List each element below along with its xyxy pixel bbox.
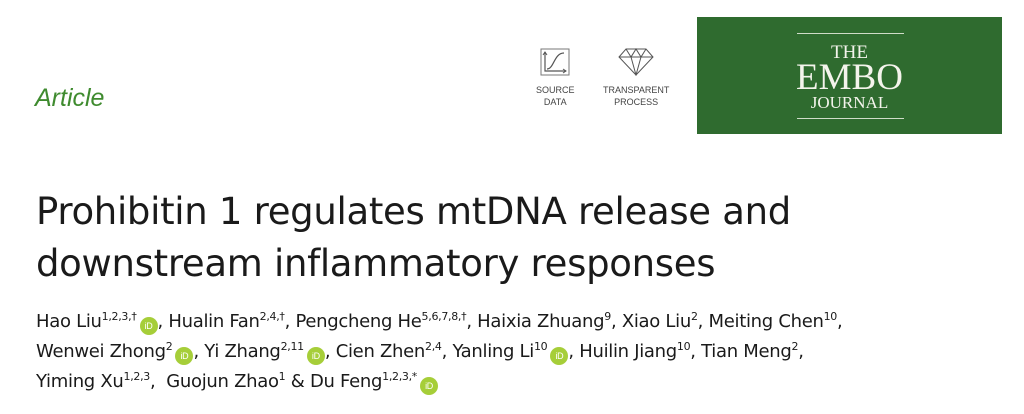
- orcid-icon[interactable]: iD: [139, 317, 158, 335]
- source-data-chart-icon: [540, 48, 570, 76]
- author-list: Hao Liu1,2,3,†iD, Hualin Fan2,4,†, Pengc…: [36, 307, 843, 397]
- author-affiliation: 2: [791, 340, 799, 353]
- author-name[interactable]: Wenwei Zhong: [36, 341, 166, 362]
- author-affiliation: 2: [165, 340, 173, 353]
- author-separator: ,: [157, 311, 169, 332]
- orcid-icon[interactable]: iD: [420, 377, 439, 395]
- author-name[interactable]: Yi Zhang: [204, 341, 281, 362]
- author-name[interactable]: Guojun Zhao: [166, 371, 279, 392]
- author-separator: &: [285, 371, 310, 392]
- author-separator: ,: [697, 311, 709, 332]
- author-affiliation: 9: [604, 310, 611, 323]
- author-name[interactable]: Yiming Xu: [36, 371, 124, 392]
- logo-top-rule: [797, 33, 904, 34]
- logo-bottom-rule: [797, 118, 904, 119]
- transparent-process-badge[interactable]: TRANSPARENT PROCESS: [603, 48, 669, 108]
- journal-logo: THE EMBO JOURNAL: [697, 17, 1002, 134]
- author-affiliation: 2,4: [425, 340, 442, 353]
- author-affiliation: 1,2,3: [123, 370, 151, 383]
- author-separator: ,: [466, 311, 478, 332]
- transparent-process-line1: TRANSPARENT: [603, 85, 670, 95]
- author-affiliation: 10: [676, 340, 691, 353]
- author-separator: ,: [150, 371, 167, 392]
- author-separator: ,: [690, 341, 702, 362]
- orcid-icon[interactable]: iD: [306, 347, 325, 365]
- author-line: Wenwei Zhong2iD, Yi Zhang2,11iD, Cien Zh…: [36, 337, 842, 367]
- author-affiliation: 2: [690, 310, 698, 323]
- paper-title: Prohibitin 1 regulates mtDNA release and…: [36, 186, 791, 290]
- author-affiliation: 10: [533, 340, 548, 353]
- author-name[interactable]: Xiao Liu: [621, 311, 691, 332]
- transparent-process-line2: PROCESS: [614, 97, 659, 107]
- author-affiliation: 1: [278, 370, 286, 383]
- author-name[interactable]: Yanling Li: [452, 341, 534, 362]
- author-separator: ,: [193, 341, 205, 362]
- title-line-2: downstream inflammatory responses: [36, 242, 716, 285]
- author-affiliation: 2,4,†: [259, 310, 285, 323]
- source-data-line2: DATA: [543, 97, 567, 107]
- author-separator: ,: [284, 311, 296, 332]
- author-affiliation: 1,2,3,†: [101, 310, 137, 323]
- title-line-1: Prohibitin 1 regulates mtDNA release and: [36, 190, 791, 233]
- orcid-icon[interactable]: iD: [550, 347, 569, 365]
- author-affiliation: 1,2,3,*: [382, 370, 418, 383]
- article-type-label: Article: [35, 84, 105, 112]
- diamond-icon: [618, 48, 654, 76]
- source-data-line1: SOURCE: [536, 85, 575, 95]
- logo-the: THE: [831, 42, 868, 63]
- author-name[interactable]: Hao Liu: [36, 311, 102, 332]
- author-affiliation: 5,6,7,8,†: [421, 310, 467, 323]
- logo-embo: EMBO: [796, 57, 903, 98]
- author-name[interactable]: Cien Zhen: [335, 341, 426, 362]
- author-separator: ,: [568, 341, 580, 362]
- author-affiliation: 2,11: [280, 340, 305, 353]
- author-name[interactable]: Haixia Zhuang: [477, 311, 605, 332]
- author-separator: ,: [324, 341, 336, 362]
- author-separator: ,: [441, 341, 453, 362]
- author-name[interactable]: Huilin Jiang: [579, 341, 677, 362]
- author-separator: ,: [610, 311, 622, 332]
- author-separator: ,: [798, 341, 804, 362]
- author-name[interactable]: Hualin Fan: [168, 311, 260, 332]
- source-data-badge[interactable]: SOURCE DATA: [536, 48, 575, 108]
- author-affiliation: 10: [823, 310, 838, 323]
- author-name[interactable]: Tian Meng: [701, 341, 792, 362]
- author-name[interactable]: Meiting Chen: [708, 311, 824, 332]
- author-separator: ,: [837, 311, 843, 332]
- orcid-icon[interactable]: iD: [175, 347, 194, 365]
- logo-journal: JOURNAL: [810, 93, 889, 112]
- author-name[interactable]: Pengcheng He: [295, 311, 422, 332]
- author-line: Hao Liu1,2,3,†iD, Hualin Fan2,4,†, Pengc…: [36, 307, 843, 337]
- author-line: Yiming Xu1,2,3, Guojun Zhao1 & Du Feng1,…: [36, 367, 842, 397]
- author-name[interactable]: Du Feng: [309, 371, 383, 392]
